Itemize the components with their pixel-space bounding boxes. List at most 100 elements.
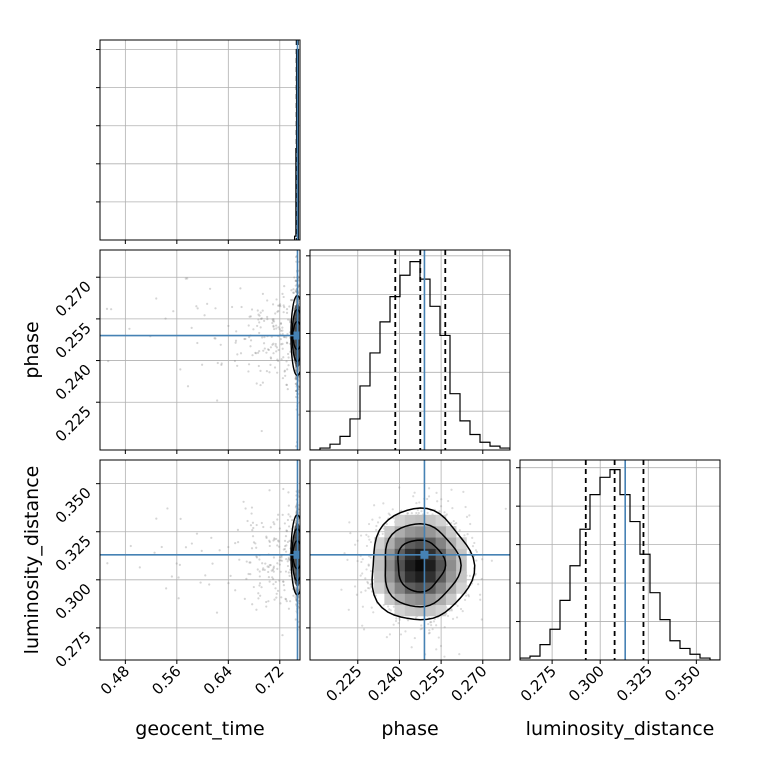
scatter-panel-geocent_time-phase <box>96 249 301 454</box>
sample-point <box>251 521 255 524</box>
sample-point <box>445 523 449 526</box>
sample-point <box>227 545 230 549</box>
sample-point <box>276 544 279 547</box>
sample-point <box>285 308 289 311</box>
sample-point <box>257 364 260 368</box>
sample-point <box>234 339 238 342</box>
sample-point <box>272 318 275 321</box>
sample-point <box>372 611 375 614</box>
sample-point <box>410 646 413 649</box>
sample-point <box>439 644 443 648</box>
sample-point <box>278 559 281 562</box>
density-cell <box>374 559 385 572</box>
sample-point <box>428 629 431 632</box>
sample-point <box>367 555 371 558</box>
panel-content <box>310 250 510 450</box>
sample-point <box>359 534 363 537</box>
sample-point <box>236 528 240 531</box>
sample-point <box>214 337 217 340</box>
sample-point <box>265 370 269 373</box>
sample-point <box>397 622 400 625</box>
sample-point <box>369 556 372 559</box>
x-tick-label: 0.56 <box>148 662 184 698</box>
sample-point <box>370 606 373 609</box>
sample-point <box>250 512 253 515</box>
sample-point <box>287 318 290 321</box>
sample-point <box>266 318 269 321</box>
sample-point <box>153 551 156 554</box>
sample-point <box>388 608 391 611</box>
density-cell <box>435 514 447 527</box>
sample-point <box>446 614 450 618</box>
sample-point <box>278 579 281 582</box>
sample-point <box>250 308 254 311</box>
sample-point <box>456 604 459 608</box>
sample-point <box>427 495 431 498</box>
sample-point <box>293 521 297 524</box>
density-cell <box>445 526 457 538</box>
sample-point <box>368 538 371 541</box>
density-cell <box>415 571 426 583</box>
sample-point <box>269 346 273 349</box>
sample-point <box>251 529 254 532</box>
density-cell <box>394 559 406 572</box>
sample-point <box>294 367 298 370</box>
sample-point <box>255 546 258 549</box>
sample-point <box>469 522 472 526</box>
sample-point <box>259 317 263 320</box>
sample-point <box>272 539 275 542</box>
sample-point <box>286 368 289 371</box>
sample-point <box>258 350 261 353</box>
sample-point <box>388 513 391 516</box>
sample-points <box>106 460 300 637</box>
hist-panel-phase <box>306 249 511 454</box>
sample-point <box>239 352 243 355</box>
sample-point <box>243 337 246 341</box>
sample-point <box>272 583 275 586</box>
sample-point <box>478 593 482 596</box>
sample-point <box>236 353 239 356</box>
sample-point <box>263 568 266 571</box>
density-cell <box>435 593 447 606</box>
sample-point <box>285 383 288 386</box>
sample-point <box>257 597 260 600</box>
sample-point <box>235 330 238 333</box>
contour-line <box>384 523 462 608</box>
sample-point <box>406 512 409 515</box>
sample-point <box>474 549 478 552</box>
sample-point <box>398 616 401 620</box>
sample-point <box>272 556 276 559</box>
sample-point <box>216 361 219 365</box>
sample-point <box>175 562 178 565</box>
sample-point <box>365 544 369 548</box>
sample-point <box>177 597 180 600</box>
sample-point <box>252 328 255 331</box>
sample-point <box>271 343 274 346</box>
sample-point <box>265 351 268 354</box>
density-cell <box>456 582 467 594</box>
sample-point <box>398 618 401 621</box>
x-tick-label: 0.325 <box>613 662 656 705</box>
sample-point <box>354 543 357 546</box>
sample-point <box>262 567 265 570</box>
sample-point <box>255 523 258 527</box>
sample-point <box>279 602 282 605</box>
sample-point <box>369 583 372 586</box>
sample-point <box>473 541 476 545</box>
sample-point <box>284 550 288 553</box>
sample-point <box>475 550 479 554</box>
sample-point <box>258 584 261 587</box>
sample-point <box>406 512 410 515</box>
sample-point <box>286 564 290 568</box>
sample-point <box>172 310 175 313</box>
sample-point <box>463 534 466 537</box>
sample-point <box>250 506 254 509</box>
sample-point <box>249 573 252 576</box>
sample-point <box>279 570 282 573</box>
sample-point <box>415 511 418 515</box>
density-cell <box>415 582 426 594</box>
density-cell <box>374 571 385 583</box>
contour-line <box>397 539 447 593</box>
sample-point <box>184 277 187 280</box>
